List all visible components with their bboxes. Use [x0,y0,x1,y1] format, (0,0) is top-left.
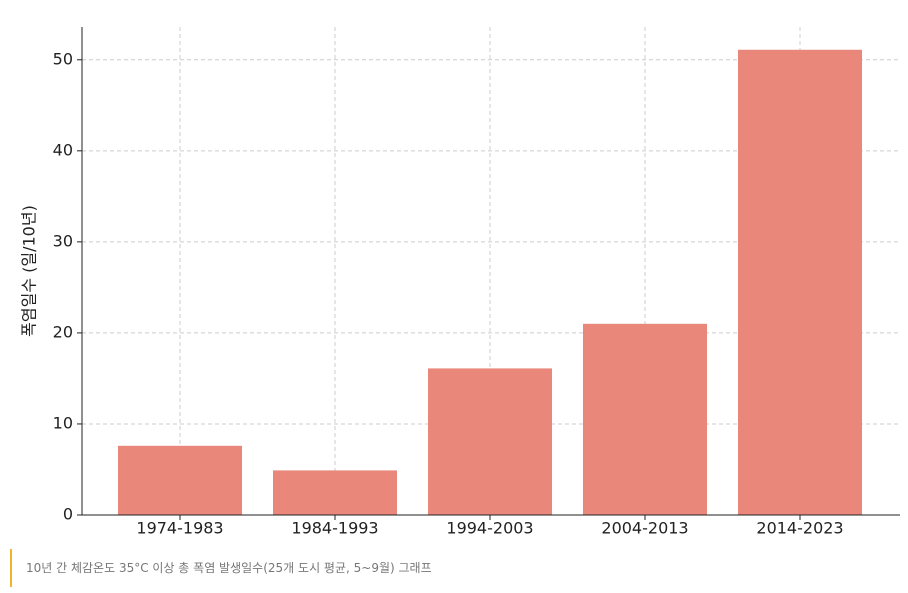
bar [118,445,242,515]
x-tick-label: 1974-1983 [136,519,223,538]
x-tick-label: 2004-2013 [601,519,688,538]
x-tick-label: 1984-1993 [291,519,378,538]
y-tick-label: 50 [53,49,73,68]
bar [583,323,707,515]
y-tick-label: 10 [53,413,73,432]
bar [273,470,397,515]
y-tick-label: 0 [63,505,73,524]
chart: 폭염일수 (일/10년) 0 10 20 30 40 50 1974-1983 1984-19… [20,27,900,538]
caption: 10년 간 체감온도 35°C 이상 총 폭염 발생일수(25개 도시 평균, … [10,549,432,587]
x-tick-label: 2014-2023 [756,519,843,538]
x-tick-label: 1994-2003 [446,519,533,538]
y-tick-label: 20 [53,322,73,341]
bar [738,49,862,515]
bar [428,368,552,515]
y-axis-label: 폭염일수 (일/10년) [20,205,39,337]
y-tick-label: 40 [53,140,73,159]
y-tick-label: 30 [53,231,73,250]
